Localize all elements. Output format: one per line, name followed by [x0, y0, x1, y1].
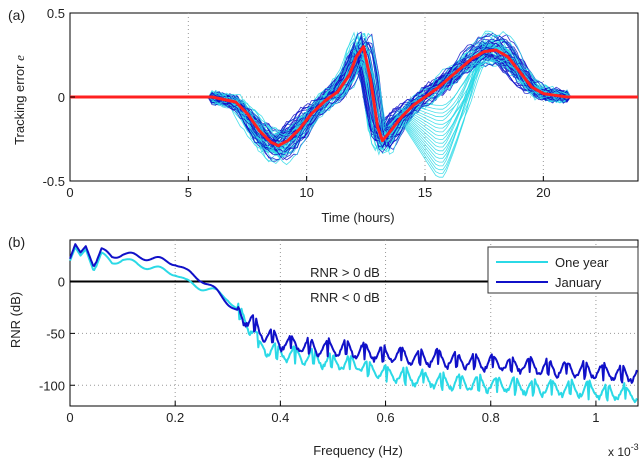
- x-tick-label-b-4: 0.8: [482, 410, 500, 425]
- y-tick-label-a-2: 0.5: [47, 6, 65, 21]
- x-tick-label-a-2: 10: [299, 185, 313, 200]
- series-line-b-0: [69, 246, 638, 404]
- x-tick-label-a-3: 15: [418, 185, 432, 200]
- x-tick-label-b-1: 0.2: [166, 410, 184, 425]
- x-tick-label-b-0: 0: [66, 410, 73, 425]
- series-line-b-1: [69, 243, 638, 384]
- ticks-a: 0 5 10 15 20-0.500.5: [43, 6, 551, 200]
- series-line-a-0: [70, 45, 638, 148]
- legend-box: [487, 246, 639, 294]
- legend-label-one-year: One year: [555, 255, 609, 270]
- y-tick-label-a-1: 0: [58, 90, 65, 105]
- legend-b: One year January: [487, 246, 639, 294]
- y-axis-label-b: RNR (dB): [8, 292, 23, 348]
- x-tick-label-b-2: 0.4: [271, 410, 289, 425]
- panel-b: (b) 0 0.2 0.4 0.6 0.8 1 -100 -50 0 RNR > 0 dB RN…: [8, 234, 639, 459]
- x-tick-label-a-4: 20: [536, 185, 550, 200]
- x-tick-label-b-3: 0.6: [377, 410, 395, 425]
- annotation-rnr-negative: RNR < 0 dB: [310, 290, 380, 305]
- panel-a-label: (a): [8, 7, 25, 23]
- y-axis-label-a: Tracking error e: [12, 55, 27, 145]
- x-tick-label-b-5: 1: [592, 410, 599, 425]
- y-tick-label-b-2: 0: [58, 275, 65, 290]
- x-tick-label-a-0: 0: [66, 185, 73, 200]
- y-tick-label-a-0: -0.5: [43, 174, 65, 189]
- panel-a: (a) 0 5 10 15 20-0.500.5 Time (hours) Tracki…: [8, 6, 639, 225]
- x-axis-label-a: Time (hours): [321, 210, 394, 225]
- legend-label-january: January: [555, 275, 602, 290]
- series-group-a: [70, 45, 638, 148]
- x-multiplier-label: x 10-3: [608, 442, 639, 459]
- series-group-b: [69, 243, 638, 404]
- panel-b-label: (b): [8, 234, 25, 250]
- ticks-b: 0 0.2 0.4 0.6 0.8 1 -100 -50 0: [39, 275, 600, 426]
- y-tick-label-b-1: -50: [46, 326, 65, 341]
- x-tick-label-a-1: 5: [185, 185, 192, 200]
- x-axis-label-b: Frequency (Hz): [313, 443, 403, 458]
- y-tick-label-b-0: -100: [39, 378, 65, 393]
- annotation-rnr-positive: RNR > 0 dB: [310, 265, 380, 280]
